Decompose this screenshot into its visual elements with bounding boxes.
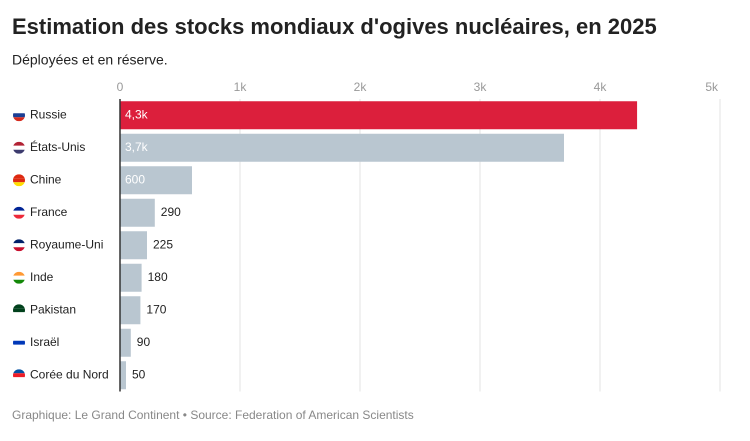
flag-stripe (13, 178, 25, 183)
value-label: 600 (125, 172, 145, 186)
flag-stripe (13, 271, 25, 276)
flag-stripe (13, 312, 25, 317)
x-tick-label: 1k (234, 80, 248, 94)
flag-stripe (13, 109, 25, 114)
value-label: 3,7k (125, 140, 149, 154)
flag-icon (13, 369, 25, 382)
bar (120, 263, 142, 292)
x-tick-label: 4k (594, 80, 608, 94)
flag-stripe (13, 113, 25, 118)
flag-stripe (13, 247, 25, 252)
flag-stripe (13, 369, 25, 374)
chart-source: Graphique: Le Grand Continent • Source: … (12, 408, 414, 422)
flag-stripe (13, 340, 25, 345)
bar (120, 101, 638, 130)
flag-stripe (13, 210, 25, 215)
value-label: 170 (146, 302, 166, 316)
flag-icon (13, 304, 25, 317)
bar (120, 231, 147, 260)
flag-icon (13, 336, 25, 349)
y-tick-label: Chine (30, 172, 62, 186)
flag-stripe (13, 206, 25, 211)
x-tick-label: 0 (117, 80, 124, 94)
y-tick-label: Pakistan (30, 302, 76, 316)
flag-stripe (13, 279, 25, 284)
flag-stripe (13, 344, 25, 349)
flag-stripe (13, 117, 25, 122)
x-tick-label: 3k (474, 80, 488, 94)
chart-title: Estimation des stocks mondiaux d'ogives … (12, 14, 657, 39)
flag-stripe (13, 243, 25, 248)
bar (120, 328, 131, 357)
flag-stripe (13, 239, 25, 244)
y-tick-label: Russie (30, 107, 67, 121)
flag-icon (13, 271, 25, 284)
value-label: 50 (132, 367, 146, 381)
y-tick-label: États-Unis (30, 139, 85, 154)
value-label: 90 (137, 335, 151, 349)
y-tick-label: Corée du Nord (30, 367, 109, 381)
flag-stripe (13, 214, 25, 219)
flag-stripe (13, 336, 25, 341)
flag-icon (13, 141, 25, 154)
bar (120, 361, 126, 390)
flag-icon (13, 174, 25, 187)
flag-stripe (13, 308, 25, 313)
y-tick-label: Royaume-Uni (30, 237, 103, 251)
value-label: 225 (153, 237, 173, 251)
flag-stripe (13, 149, 25, 154)
flag-stripe (13, 275, 25, 280)
flag-icon (13, 206, 25, 219)
x-tick-label: 5k (705, 80, 719, 94)
x-tick-label: 2k (354, 80, 368, 94)
value-label: 290 (161, 205, 181, 219)
y-tick-label: France (30, 205, 68, 219)
flag-stripe (13, 182, 25, 187)
bar (120, 296, 141, 325)
bar (120, 166, 192, 195)
value-label: 4,3k (125, 107, 149, 121)
flag-stripe (13, 145, 25, 150)
flag-icon (13, 109, 25, 122)
bar (120, 198, 155, 227)
y-tick-label: Israël (30, 335, 59, 349)
value-label: 180 (148, 270, 168, 284)
flag-stripe (13, 377, 25, 382)
chart-subtitle: Déployées et en réserve. (12, 52, 168, 68)
flag-stripe (13, 141, 25, 146)
flag-stripe (13, 373, 25, 378)
flag-stripe (13, 304, 25, 309)
bar (120, 133, 564, 162)
y-tick-label: Inde (30, 270, 54, 284)
flag-icon (13, 239, 25, 252)
flag-stripe (13, 174, 25, 179)
